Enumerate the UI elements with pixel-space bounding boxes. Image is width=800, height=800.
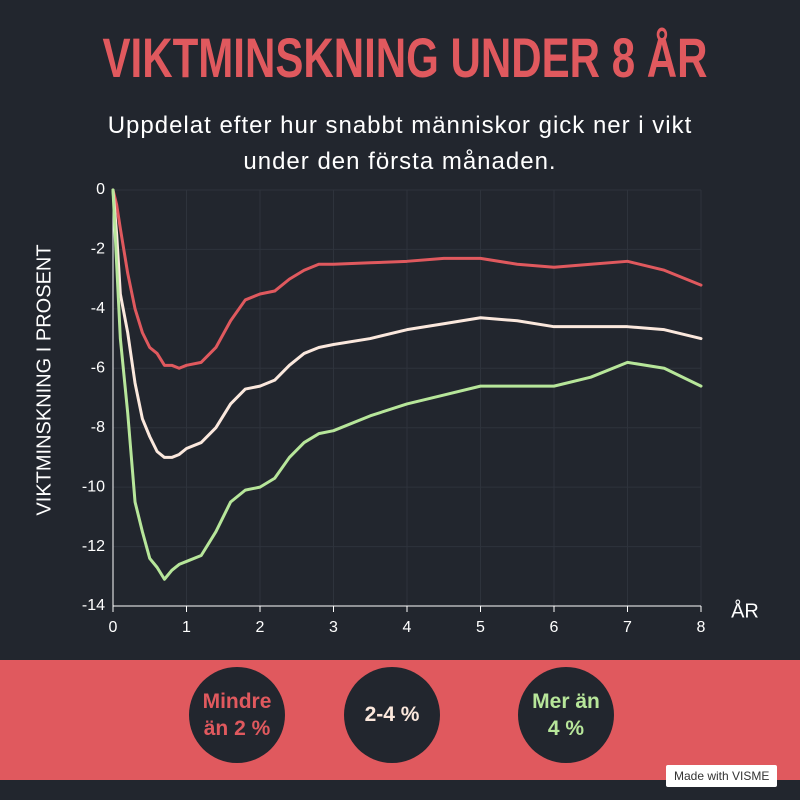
x-tick-label: 3 (329, 619, 338, 636)
y-tick-label: -12 (82, 538, 105, 555)
y-tick-label: -14 (82, 597, 105, 614)
y-axis-label: VIKTMINSKNING I PROSENT (33, 244, 55, 515)
x-tick-label: 1 (182, 619, 191, 636)
x-axis-label: ÅR (731, 599, 759, 622)
x-tick-label: 7 (623, 619, 632, 636)
y-tick-label: -10 (82, 478, 105, 495)
y-tick-label: -2 (91, 241, 105, 258)
x-tick-label: 2 (256, 619, 265, 636)
y-tick-label: 0 (96, 181, 105, 198)
made-with-badge[interactable]: Made with VISME (666, 765, 778, 787)
chart-subtitle: Uppdelat efter hur snabbt människor gick… (107, 112, 693, 175)
legend-entry: 2-4 % (344, 667, 440, 763)
series-line (111, 188, 703, 581)
x-tick-label: 8 (697, 619, 706, 636)
chart-title: VIKTMINSKNING UNDER 8 ÅR (103, 26, 708, 89)
x-tick-label: 6 (550, 619, 559, 636)
legend-entry: Mer än 4 % (518, 667, 614, 763)
y-tick-label: -8 (91, 419, 105, 436)
x-tick-label: 5 (476, 619, 485, 636)
series-line (111, 188, 703, 370)
series-line (111, 188, 703, 459)
x-tick-label: 0 (109, 619, 118, 636)
y-tick-label: -4 (91, 300, 105, 317)
x-tick-label: 4 (403, 619, 412, 636)
legend-entry: Mindre än 2 % (189, 667, 285, 763)
chart: VIKTMINSKNING UNDER 8 ÅR VIKTMINSKNING I… (33, 26, 759, 636)
y-tick-label: -6 (91, 360, 105, 377)
